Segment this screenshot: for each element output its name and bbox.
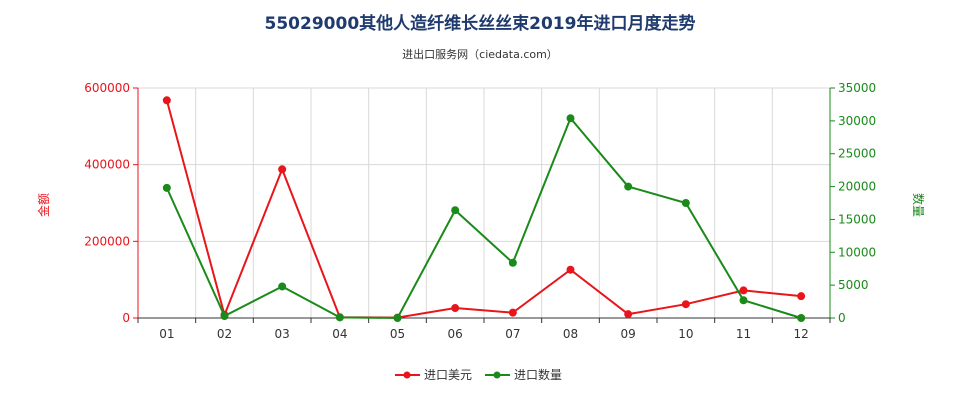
legend-quantity-marker	[493, 371, 501, 379]
grid	[138, 87, 830, 318]
data-point-quantity	[278, 282, 287, 291]
data-point-quantity	[681, 199, 690, 207]
x-tick-label: 04	[332, 327, 347, 341]
data-point-quantity	[393, 314, 402, 322]
right-tick-label: 5000	[838, 278, 869, 292]
x-tick-label: 09	[621, 327, 636, 341]
right-tick-label: 30000	[838, 114, 876, 128]
right-tick-label: 25000	[838, 147, 876, 161]
x-tick-label: 10	[678, 327, 693, 341]
right-tick-label: 35000	[838, 81, 876, 95]
x-tick-label: 07	[505, 327, 520, 341]
data-point-amount	[624, 310, 633, 319]
data-point-quantity	[335, 313, 344, 322]
data-point-quantity	[797, 314, 806, 322]
data-point-amount	[162, 96, 171, 105]
data-point-amount	[278, 165, 287, 174]
data-point-quantity	[624, 182, 633, 191]
left-tick-label: 0	[122, 311, 130, 325]
data-point-quantity	[566, 114, 575, 123]
right-tick-label: 20000	[838, 180, 876, 194]
legend: 进口美元 进口数量	[395, 367, 562, 382]
x-tick-label: 03	[275, 327, 290, 341]
left-tick-label: 400000	[84, 158, 130, 172]
data-point-amount	[508, 308, 517, 317]
x-tick-label: 02	[217, 327, 232, 341]
x-tick-label: 01	[159, 327, 174, 341]
data-point-quantity	[220, 312, 229, 321]
legend-quantity-label: 进口数量	[514, 367, 562, 382]
right-axis-label: 数量	[911, 193, 926, 217]
x-tick-label: 12	[794, 327, 809, 341]
data-point-quantity	[739, 296, 748, 305]
data-point-amount	[739, 286, 748, 295]
x-tick-label: 11	[736, 327, 751, 341]
data-point-amount	[566, 265, 575, 274]
chart-subtitle: 进出口服务网（ciedata.com）	[402, 47, 558, 61]
data-point-quantity	[508, 258, 517, 267]
legend-amount-marker	[403, 371, 411, 379]
series-line-amount	[165, 100, 802, 319]
left-tick-label: 200000	[84, 234, 130, 248]
right-tick-label: 10000	[838, 245, 876, 259]
data-point-quantity	[162, 183, 171, 192]
series-line-quantity	[165, 116, 802, 320]
left-tick-label: 600000	[84, 81, 130, 95]
left-axis-label: 金额	[36, 193, 51, 217]
data-point-amount	[451, 304, 460, 313]
right-tick-label: 0	[838, 311, 846, 325]
x-tick-label: 06	[448, 327, 463, 341]
chart-title: 55029000其他人造纤维长丝丝束2019年进口月度走势	[265, 13, 696, 34]
series-layer	[162, 96, 806, 322]
data-point-quantity	[451, 206, 460, 215]
right-tick-label: 15000	[838, 212, 876, 226]
legend-amount-label: 进口美元	[424, 368, 472, 382]
x-axis: 01 02 03 04 05 06 07 08 09 10 11 12	[137, 317, 831, 341]
x-tick-label: 08	[563, 327, 578, 341]
data-point-amount	[797, 292, 806, 301]
left-axis: 0 200000 400000 600000	[84, 81, 139, 325]
data-point-amount	[681, 300, 690, 309]
right-axis: 0 5000 10000 15000 20000 25000 30000 35000	[829, 81, 876, 325]
x-tick-label: 05	[390, 327, 405, 341]
